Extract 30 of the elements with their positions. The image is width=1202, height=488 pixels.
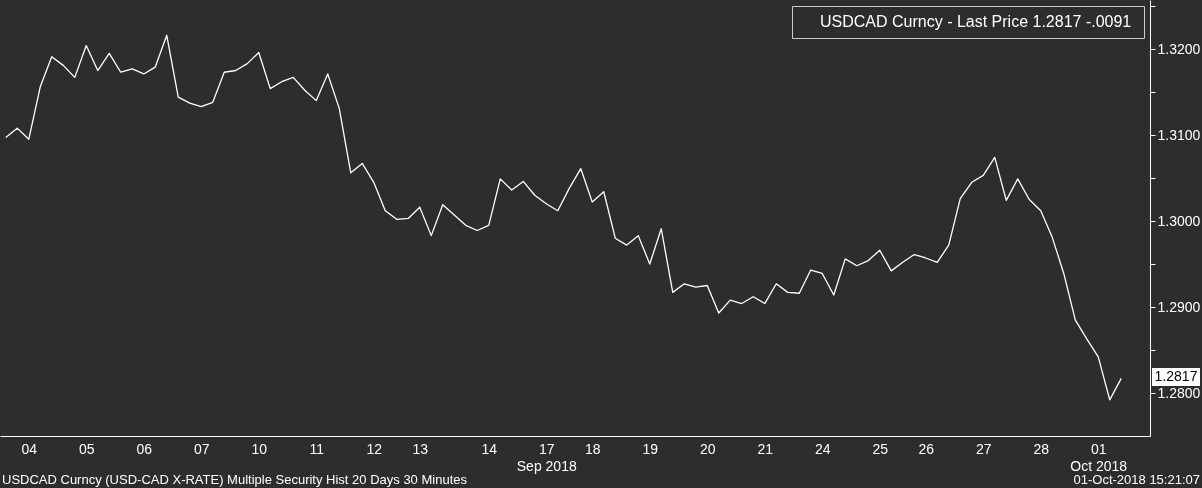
- x-tick-label: 05: [78, 440, 95, 457]
- y-tick-label: 1.2800: [1157, 384, 1201, 401]
- line-series: [5, 34, 1122, 401]
- x-tick-label: 12: [366, 440, 383, 457]
- x-tick-label: 13: [412, 440, 429, 457]
- x-tick-label: 06: [136, 440, 153, 457]
- x-tick-label: 17 Sep 2018: [516, 440, 577, 474]
- x-tick-label: 27: [975, 440, 992, 457]
- text: USDCAD Curncy (USD-CAD X-RATE) Multiple Security Hist 20 Days 30 Minutes: [2, 472, 468, 487]
- text: 01-Oct-2018 15:21:07: [1073, 472, 1200, 487]
- y-tick-label: 1.3100: [1157, 126, 1201, 143]
- x-tick-label: 20: [699, 440, 716, 457]
- x-tick-label: 21: [757, 440, 774, 457]
- x-tick-label: 28: [1033, 440, 1050, 457]
- x-tick-label: 24: [814, 440, 831, 457]
- text: USDCAD Curncy - Last Price 1.2817 -.0091: [820, 13, 1132, 30]
- x-tick-label: 11: [309, 440, 325, 457]
- x-tick-label: 18: [584, 440, 601, 457]
- x-tick-label: 25: [872, 440, 889, 457]
- x-tick-label: 07: [193, 440, 210, 457]
- x-tick-label: 01 Oct 2018: [1070, 440, 1128, 474]
- text: 1.2817: [1154, 368, 1198, 384]
- y-tick-label: 1.2900: [1157, 298, 1201, 315]
- y-tick-label: 1.3000: [1157, 212, 1201, 229]
- x-tick-label: 14: [481, 440, 498, 457]
- x-tick-label: 26: [918, 440, 935, 457]
- y-tick-label: 1.3200: [1157, 40, 1201, 57]
- x-tick-label: 04: [21, 440, 38, 457]
- x-tick-label: 10: [251, 440, 268, 457]
- x-tick-label: 19: [642, 440, 659, 457]
